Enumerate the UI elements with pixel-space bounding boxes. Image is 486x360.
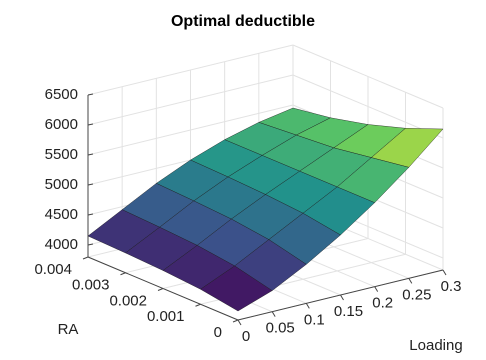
- y-tick-label: 0: [214, 324, 222, 341]
- grid-line: [87, 74, 294, 126]
- z-tick-label: 4000: [45, 236, 78, 253]
- x-tick-label: 0.1: [304, 311, 325, 328]
- x-tick-label: 0.2: [372, 295, 393, 312]
- z-tick: [87, 123, 94, 126]
- z-tick-label: 5000: [45, 176, 78, 193]
- surface-patch: [200, 265, 273, 312]
- grid-line: [292, 44, 444, 109]
- x-tick-label: 0: [242, 328, 250, 345]
- x-tick: [442, 269, 447, 276]
- y-tick-label: 0.004: [34, 261, 72, 278]
- z-tick-label: 4500: [45, 206, 78, 223]
- x-tick: [340, 294, 344, 301]
- z-tick: [87, 153, 94, 156]
- z-tick: [87, 183, 94, 186]
- y-tick: [232, 319, 239, 323]
- x-tick: [271, 311, 276, 317]
- y-axis-label: RA: [58, 321, 79, 338]
- x-tick: [305, 303, 310, 309]
- x-tick: [237, 319, 242, 326]
- grid-line: [87, 44, 294, 96]
- grid-line: [292, 74, 444, 139]
- x-tick-label: 0.15: [334, 303, 363, 320]
- z-tick-label: 6000: [45, 116, 78, 133]
- x-tick-label: 0.05: [266, 320, 295, 337]
- y-tick-label: 0.001: [147, 308, 185, 325]
- x-tick: [408, 278, 413, 284]
- y-tick: [195, 303, 201, 307]
- chart-title: Optimal deductible: [171, 13, 315, 30]
- y-tick: [157, 288, 164, 291]
- z-tick: [87, 93, 94, 96]
- y-tick: [82, 256, 89, 260]
- z-tick-label: 5500: [45, 146, 78, 163]
- x-tick: [374, 286, 379, 292]
- y-tick-label: 0.003: [72, 277, 110, 294]
- x-axis-label: Loading: [409, 337, 462, 354]
- y-tick-label: 0.002: [109, 292, 147, 309]
- z-tick-label: 6500: [45, 86, 78, 103]
- x-tick-label: 0.25: [402, 286, 431, 303]
- z-tick: [87, 243, 94, 246]
- grid-line: [87, 104, 294, 156]
- x-tick-label: 0.3: [441, 278, 462, 295]
- y-tick: [120, 272, 126, 276]
- z-tick: [87, 213, 94, 216]
